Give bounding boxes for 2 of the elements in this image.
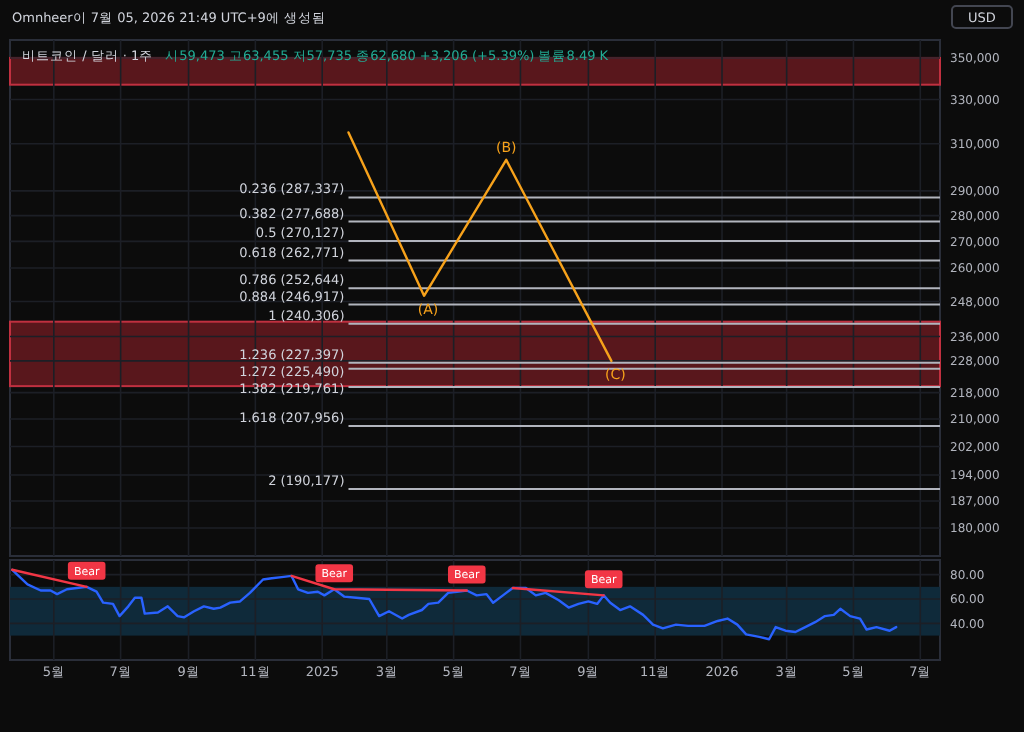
line-series xyxy=(347,131,613,363)
line-series xyxy=(11,568,898,641)
